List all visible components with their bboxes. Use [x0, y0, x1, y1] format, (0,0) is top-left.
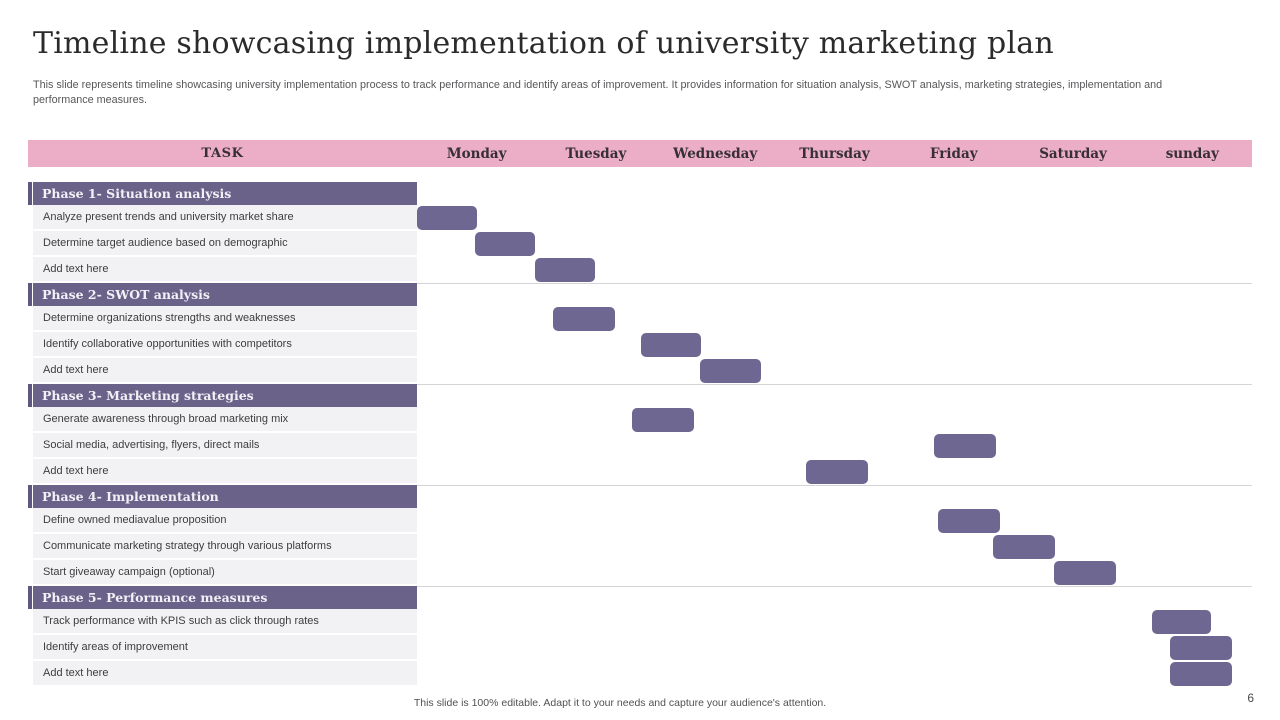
phase-header-label: Phase 3- Marketing strategies [33, 384, 417, 407]
day-header-cells: Monday Tuesday Wednesday Thursday Friday Satu… [417, 140, 1252, 167]
day-header-sunday: sunday [1165, 145, 1219, 162]
gantt-bar[interactable] [535, 258, 595, 282]
phase-boundary-line [417, 283, 1252, 284]
gantt-bar[interactable] [1169, 662, 1232, 686]
day-header-wednesday: Wednesday [673, 145, 758, 162]
day-header-tuesday: Tuesday [565, 145, 627, 162]
task-column-header: TASK [201, 146, 244, 161]
phase-block-1: Phase 1- Situation analysis Analyze prese… [28, 182, 417, 283]
task-row: Social media, advertising, flyers, direc… [33, 433, 417, 459]
phase-header-5: Phase 5- Performance measures [28, 586, 417, 609]
phase-accent-bar [28, 586, 32, 609]
add-text-placeholder[interactable]: Add text here [33, 257, 417, 283]
gantt-bar[interactable] [641, 333, 701, 357]
phase-header-label: Phase 5- Performance measures [33, 586, 417, 609]
gantt-bar[interactable] [631, 408, 694, 432]
task-row: Define owned mediavalue proposition [33, 508, 417, 534]
day-header-friday: Friday [929, 145, 978, 162]
slide-subtitle: This slide represents timeline showcasin… [33, 79, 1163, 106]
slide-title: Timeline showcasing implementation of un… [33, 26, 1054, 61]
page-number: 6 [1247, 691, 1254, 705]
phase-accent-bar [28, 182, 32, 205]
phase-boundary-line [417, 384, 1252, 385]
task-row: Track performance with KPIS such as clic… [33, 609, 417, 635]
phase-boundary-line [417, 586, 1252, 587]
gantt-bar[interactable] [417, 206, 477, 230]
phase-block-4: Phase 4- Implementation Define owned medi… [28, 485, 417, 586]
phase-header-label: Phase 4- Implementation [33, 485, 417, 508]
task-row: Identify collaborative opportunities wit… [33, 332, 417, 358]
gantt-bar[interactable] [933, 434, 996, 458]
day-header-monday: Monday [446, 145, 507, 162]
phase-accent-bar [28, 283, 32, 306]
task-row: Analyze present trends and university ma… [33, 205, 417, 231]
phase-header-1: Phase 1- Situation analysis [28, 182, 417, 205]
gantt-chart-area [417, 182, 1252, 687]
gantt-bar[interactable] [938, 509, 1001, 533]
phase-accent-bar [28, 485, 32, 508]
gantt-bar[interactable] [1151, 610, 1212, 634]
phase-block-5: Phase 5- Performance measures Track perfo… [28, 586, 417, 687]
task-row: Identify areas of improvement [33, 635, 417, 661]
task-row: Communicate marketing strategy through v… [33, 534, 417, 560]
day-header-thursday: Thursday [799, 145, 870, 162]
gantt-bar[interactable] [1053, 561, 1116, 585]
gantt-task-list: Phase 1- Situation analysis Analyze prese… [28, 182, 417, 687]
gantt-bar[interactable] [552, 307, 615, 331]
task-row: Generate awareness through broad marketi… [33, 407, 417, 433]
phase-header-3: Phase 3- Marketing strategies [28, 384, 417, 407]
gantt-bar[interactable] [699, 359, 761, 383]
gantt-bar[interactable] [475, 232, 536, 256]
phase-header-label: Phase 1- Situation analysis [33, 182, 417, 205]
add-text-placeholder[interactable]: Add text here [33, 459, 417, 485]
gantt-bar[interactable] [1169, 636, 1232, 660]
phase-block-3: Phase 3- Marketing strategies Generate aw… [28, 384, 417, 485]
phase-boundary-line [417, 485, 1252, 486]
add-text-placeholder[interactable]: Add text here [33, 358, 417, 384]
add-text-placeholder[interactable]: Add text here [33, 661, 417, 687]
phase-header-label: Phase 2- SWOT analysis [33, 283, 417, 306]
day-header-saturday: Saturday [1039, 145, 1107, 162]
phase-accent-bar [28, 384, 32, 407]
phase-block-2: Phase 2- SWOT analysis Determine organiza… [28, 283, 417, 384]
phase-header-4: Phase 4- Implementation [28, 485, 417, 508]
gantt-header-row: TASK Monday Tuesday Wednesday Thursday Frida… [28, 140, 1252, 167]
gantt-bar[interactable] [805, 460, 868, 484]
task-row: Determine target audience based on demog… [33, 231, 417, 257]
footer-note: This slide is 100% editable. Adapt it to… [413, 697, 827, 709]
phase-header-2: Phase 2- SWOT analysis [28, 283, 417, 306]
task-row: Start giveaway campaign (optional) [33, 560, 417, 586]
gantt-bar[interactable] [993, 535, 1056, 559]
task-row: Determine organizations strengths and we… [33, 306, 417, 332]
